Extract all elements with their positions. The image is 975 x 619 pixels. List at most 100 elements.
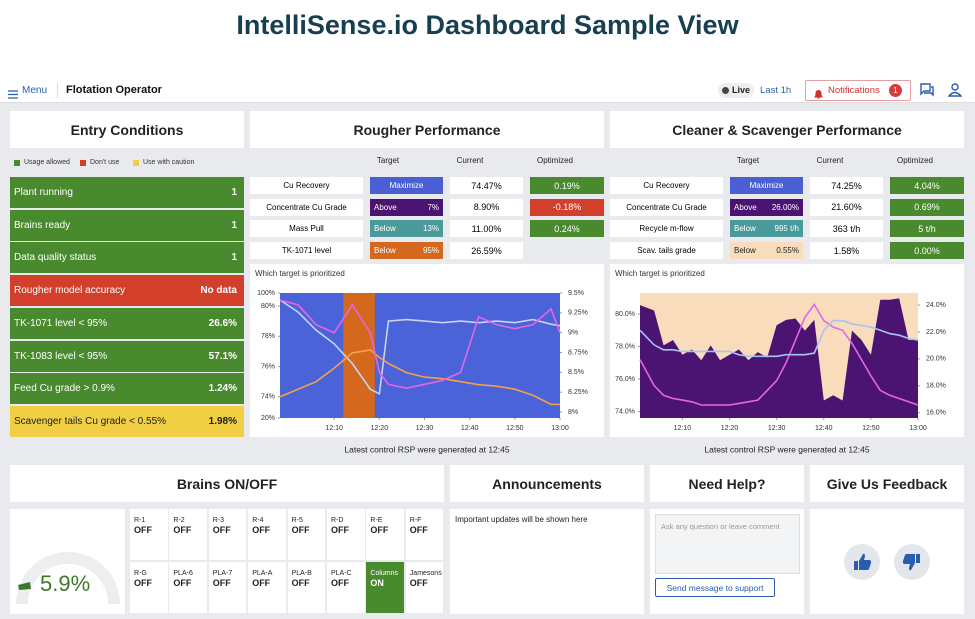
rougher-header: Rougher Performance xyxy=(250,111,604,148)
current-cell: 1.58% xyxy=(810,242,883,260)
unit-name: PLA-7 xyxy=(212,570,233,577)
unit-name: R-1 xyxy=(134,517,146,524)
optimized-cell: 4.04% xyxy=(890,177,964,194)
condition-label: Rougher model accuracy xyxy=(14,285,126,297)
unit-cell: R-2 OFF xyxy=(169,509,207,560)
gauge-value: 5.9% xyxy=(40,571,91,596)
optimized-cell: 0.00% xyxy=(890,242,964,260)
condition-label: TK-1071 level < 95% xyxy=(14,317,108,329)
thumbs-up[interactable] xyxy=(844,544,880,580)
condition-row: Rougher model accuracy No data xyxy=(10,275,244,307)
legend-swatch xyxy=(80,160,86,166)
target-value: 13% xyxy=(422,224,439,234)
target-text: Below xyxy=(734,224,756,234)
divider xyxy=(57,83,58,98)
condition-row: TK-1083 level < 95% 57.1% xyxy=(10,340,244,372)
unit-cell: PLA-7 OFF xyxy=(208,562,247,613)
current-cell: 21.60% xyxy=(810,198,883,216)
thumb-glyph xyxy=(902,554,920,571)
target-cell: Below 13% xyxy=(370,220,443,238)
announcements-panel: Important updates will be shown here xyxy=(450,509,644,614)
unit-cell: PLA-6 OFF xyxy=(169,562,207,613)
current-cell: 8.90% xyxy=(450,198,523,216)
menu-icon[interactable] xyxy=(8,86,18,99)
send-button[interactable]: Send message to support xyxy=(655,578,775,597)
target-text: Above xyxy=(734,202,757,212)
thumbs-down[interactable] xyxy=(894,544,930,580)
menu-glyph xyxy=(8,90,18,99)
condition-row: Scavenger tails Cu grade < 0.55% 1.98% xyxy=(10,405,244,437)
row-label: Cu Recovery xyxy=(610,177,723,194)
current-cell: 74.47% xyxy=(450,177,523,194)
cleaner-header: Cleaner & Scavenger Performance xyxy=(610,111,964,148)
legend-swatch xyxy=(133,160,139,166)
current-cell: 26.59% xyxy=(450,242,523,260)
gauge-glyph xyxy=(16,552,120,605)
unit-name: R-E xyxy=(370,517,383,524)
row-label: Scav. tails grade xyxy=(610,242,723,260)
condition-value: 1 xyxy=(231,252,237,264)
notification-badge: 1 xyxy=(889,84,902,97)
row-label: Recycle m-flow xyxy=(610,220,723,238)
unit-name: PLA-6 xyxy=(173,570,193,577)
menu-button[interactable]: Menu xyxy=(22,85,48,96)
unit-name: R-G xyxy=(134,570,147,577)
unit-state: OFF xyxy=(370,525,389,535)
condition-row: Data quality status 1 xyxy=(10,242,244,274)
target-text: Maximize xyxy=(389,181,424,190)
help-panel: Ask any question or leave comment Send me… xyxy=(650,509,804,614)
unit-state: OFF xyxy=(173,525,192,535)
unit-state: OFF xyxy=(291,578,310,588)
unit-state: OFF xyxy=(409,525,428,535)
unit-state: OFF xyxy=(291,525,310,535)
user-icon[interactable] xyxy=(947,83,963,97)
row-label: Mass Pull xyxy=(250,220,363,238)
legend-swatch xyxy=(14,160,20,166)
row-label: Concentrate Cu Grade xyxy=(610,198,723,216)
column-header: Current xyxy=(816,156,844,165)
current-cell: 74.25% xyxy=(810,177,883,194)
target-text: Below xyxy=(734,246,756,256)
target-text: Maximize xyxy=(749,181,784,190)
condition-label: Brains ready xyxy=(14,219,71,231)
unit-state: OFF xyxy=(409,578,428,588)
target-value: 995 t/h xyxy=(774,224,799,234)
notifications-button[interactable]: Notifications 1 xyxy=(805,80,911,101)
legend-label: Usage allowed xyxy=(24,159,70,166)
help-header: Need Help? xyxy=(650,465,804,502)
unit-name: R-D xyxy=(331,517,344,524)
message-placeholder: Ask any question or leave comment xyxy=(661,522,780,531)
condition-row: Brains ready 1 xyxy=(10,209,244,241)
unit-cell: R-F OFF xyxy=(405,509,444,560)
row-label: Concentrate Cu Grade xyxy=(250,198,363,216)
message-input[interactable]: Ask any question or leave comment xyxy=(655,514,800,574)
time-range[interactable]: Last 1h xyxy=(760,85,792,96)
unit-state: OFF xyxy=(212,578,231,588)
page-title: IntelliSense.io Dashboard Sample View xyxy=(236,10,739,40)
optimized-cell: 0.24% xyxy=(530,220,604,238)
unit-name: PLA-B xyxy=(291,570,312,577)
chart-note: Latest control RSP were generated at 12:… xyxy=(704,444,869,454)
unit-name: R-4 xyxy=(252,517,264,524)
chat-icon[interactable] xyxy=(920,83,934,97)
target-cell: Above 7% xyxy=(370,198,443,216)
unit-cell: PLA-A OFF xyxy=(248,562,286,613)
target-cell: Maximize xyxy=(730,177,803,194)
column-header: Current xyxy=(456,156,484,165)
condition-label: TK-1083 level < 95% xyxy=(14,350,108,362)
unit-cell: R-G OFF xyxy=(130,562,168,613)
column-header: Target xyxy=(376,156,400,165)
unit-name: R-5 xyxy=(291,517,303,524)
condition-row: TK-1071 level < 95% 26.6% xyxy=(10,307,244,339)
unit-name: R-F xyxy=(409,517,422,524)
optimized-cell: 0.19% xyxy=(530,177,604,194)
condition-value: 26.6% xyxy=(208,317,237,329)
unit-state: OFF xyxy=(134,578,152,588)
condition-value: 1 xyxy=(231,219,237,231)
chart-panel xyxy=(250,264,604,437)
condition-value: 1.98% xyxy=(208,415,237,427)
unit-cell: Jamesons OFF xyxy=(405,562,444,613)
bell-glyph xyxy=(814,90,823,99)
column-header: Optimized xyxy=(536,156,573,165)
target-text: Below xyxy=(374,246,396,256)
